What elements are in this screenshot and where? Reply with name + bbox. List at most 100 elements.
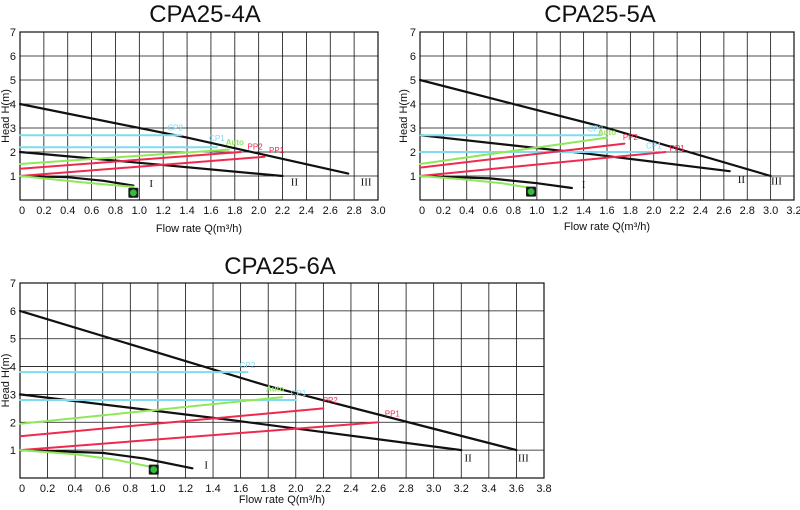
x-axis-label: Flow rate Q(m³/h) bbox=[156, 223, 242, 235]
x-tick-label: 0.8 bbox=[123, 483, 138, 495]
x-tick-label: 3.2 bbox=[786, 205, 800, 217]
series-ii bbox=[18, 150, 284, 178]
green-led-icon bbox=[148, 464, 159, 475]
x-axis-label: Flow rate Q(m³/h) bbox=[239, 494, 325, 506]
series-pp2 bbox=[19, 151, 242, 170]
green-led-icon bbox=[128, 187, 139, 198]
x-tick-label: 3.6 bbox=[509, 483, 524, 495]
x-tick-label: 0 bbox=[19, 483, 25, 495]
chart-grid bbox=[20, 283, 544, 478]
x-tick-label: 0.4 bbox=[68, 483, 83, 495]
chart-cpa25-4a: CPA25-4A 0 0.2 0.4 0.6 0.8 1.0 1.2 1.4 1.6 1.8 2.0 2… bbox=[0, 1, 386, 235]
chart-cpa25-6a: CPA25-6A 0 0.2 0.4 0.6 0.8 1.0 1.2 1.4 1.6 1.8 2.0 2… bbox=[0, 253, 552, 506]
x-tick-label: 2.0 bbox=[646, 205, 661, 217]
x-tick-label: 2.2 bbox=[275, 205, 290, 217]
x-tick-label: 0.4 bbox=[459, 205, 474, 217]
x-tick-label: 2.8 bbox=[398, 483, 413, 495]
x-tick-label: 3.0 bbox=[370, 205, 385, 217]
x-tick-label: 2.4 bbox=[299, 205, 314, 217]
y-axis-label: Head H(m) bbox=[0, 354, 12, 408]
x-tick-label: 0.2 bbox=[40, 483, 55, 495]
curve-label-pp1: PP1 bbox=[670, 144, 686, 153]
curve-label-auto: Auto bbox=[598, 128, 616, 137]
y-tick-label: 5 bbox=[410, 75, 416, 87]
x-tick-label: 2.4 bbox=[343, 483, 358, 495]
x-tick-label: 2.6 bbox=[323, 205, 338, 217]
x-tick-label: 2.6 bbox=[716, 205, 731, 217]
x-tick-label: 1.2 bbox=[156, 205, 171, 217]
x-tick-label: 2.8 bbox=[740, 205, 755, 217]
x-tick-label: 1.6 bbox=[233, 483, 248, 495]
y-tick-label: 3 bbox=[10, 389, 16, 401]
x-tick-label: 0.6 bbox=[95, 483, 110, 495]
series-pp2 bbox=[419, 142, 626, 169]
y-tick-label: 4 bbox=[410, 99, 416, 111]
y-tick-label: 1 bbox=[10, 171, 16, 183]
y-axis-label: Head H(m) bbox=[398, 89, 410, 143]
plot-frame bbox=[419, 31, 795, 201]
series-i bbox=[18, 174, 135, 187]
x-tick-label: 2.8 bbox=[346, 205, 361, 217]
x-tick-label: 0.8 bbox=[108, 205, 123, 217]
curve-label-i: I bbox=[204, 459, 208, 471]
series-iii bbox=[418, 78, 772, 178]
curve-label-iii: III bbox=[518, 452, 529, 464]
curve-label-iii: III bbox=[361, 177, 372, 189]
series-iii bbox=[18, 309, 518, 452]
x-tick-label: 1.4 bbox=[179, 205, 194, 217]
x-tick-label: 3.8 bbox=[536, 483, 551, 495]
x-tick-label: 2.4 bbox=[693, 205, 708, 217]
curve-label-ii: II bbox=[464, 452, 472, 464]
curve-label-auto: Auto bbox=[266, 385, 284, 394]
x-axis-label: Flow rate Q(m³/h) bbox=[564, 221, 650, 233]
series-auto bbox=[19, 148, 230, 165]
x-tick-label: 1.4 bbox=[576, 205, 591, 217]
curve-label-auto: Auto bbox=[226, 138, 244, 147]
y-tick-label: 6 bbox=[10, 306, 16, 318]
plot-frame bbox=[19, 282, 545, 479]
curve-label-pp1: PP1 bbox=[385, 410, 401, 419]
curve-label-ii: II bbox=[738, 174, 746, 186]
y-tick-label: 7 bbox=[410, 27, 416, 39]
x-tick-label: 3.0 bbox=[763, 205, 778, 217]
y-tick-label: 5 bbox=[10, 75, 16, 87]
curve-label-cp2: CP2 bbox=[588, 125, 604, 134]
series-auto-low bbox=[419, 175, 532, 189]
series-auto-low bbox=[19, 175, 135, 188]
x-tick-label: 1.8 bbox=[227, 205, 242, 217]
series-pp1 bbox=[19, 421, 380, 452]
x-tick-label: 0.6 bbox=[84, 205, 99, 217]
series-auto bbox=[19, 396, 283, 425]
series-pp1 bbox=[419, 151, 667, 177]
x-tick-label: 1.6 bbox=[599, 205, 614, 217]
series-i bbox=[18, 449, 194, 470]
y-tick-label: 6 bbox=[10, 51, 16, 63]
chart-title: CPA25-5A bbox=[544, 1, 656, 28]
y-tick-label: 5 bbox=[10, 334, 16, 346]
series-auto-low bbox=[19, 449, 152, 468]
curve-label-pp1: PP1 bbox=[269, 146, 285, 155]
y-tick-label: 4 bbox=[10, 362, 16, 374]
curve-label-i: I bbox=[149, 178, 153, 190]
x-tick-label: 1.0 bbox=[529, 205, 544, 217]
x-tick-label: 1.0 bbox=[150, 483, 165, 495]
x-tick-label: 3.0 bbox=[426, 483, 441, 495]
x-tick-label: 2.0 bbox=[251, 205, 266, 217]
y-tick-label: 3 bbox=[410, 123, 416, 135]
green-led-icon bbox=[526, 186, 537, 197]
x-tick-label: 2.2 bbox=[316, 483, 331, 495]
chart-title: CPA25-4A bbox=[149, 1, 261, 28]
curve-label-pp2: PP2 bbox=[248, 143, 264, 152]
x-tick-label: 1.4 bbox=[205, 483, 220, 495]
series-pp1 bbox=[19, 155, 266, 177]
y-tick-label: 2 bbox=[10, 147, 16, 159]
x-tick-label: 0.4 bbox=[60, 205, 75, 217]
x-tick-label: 1.8 bbox=[623, 205, 638, 217]
series-auto bbox=[419, 136, 608, 165]
x-tick-label: 2.0 bbox=[288, 483, 303, 495]
x-tick-label: 1.6 bbox=[203, 205, 218, 217]
y-tick-label: 7 bbox=[10, 27, 16, 39]
curve-label-cp1: CP1 bbox=[209, 134, 225, 143]
